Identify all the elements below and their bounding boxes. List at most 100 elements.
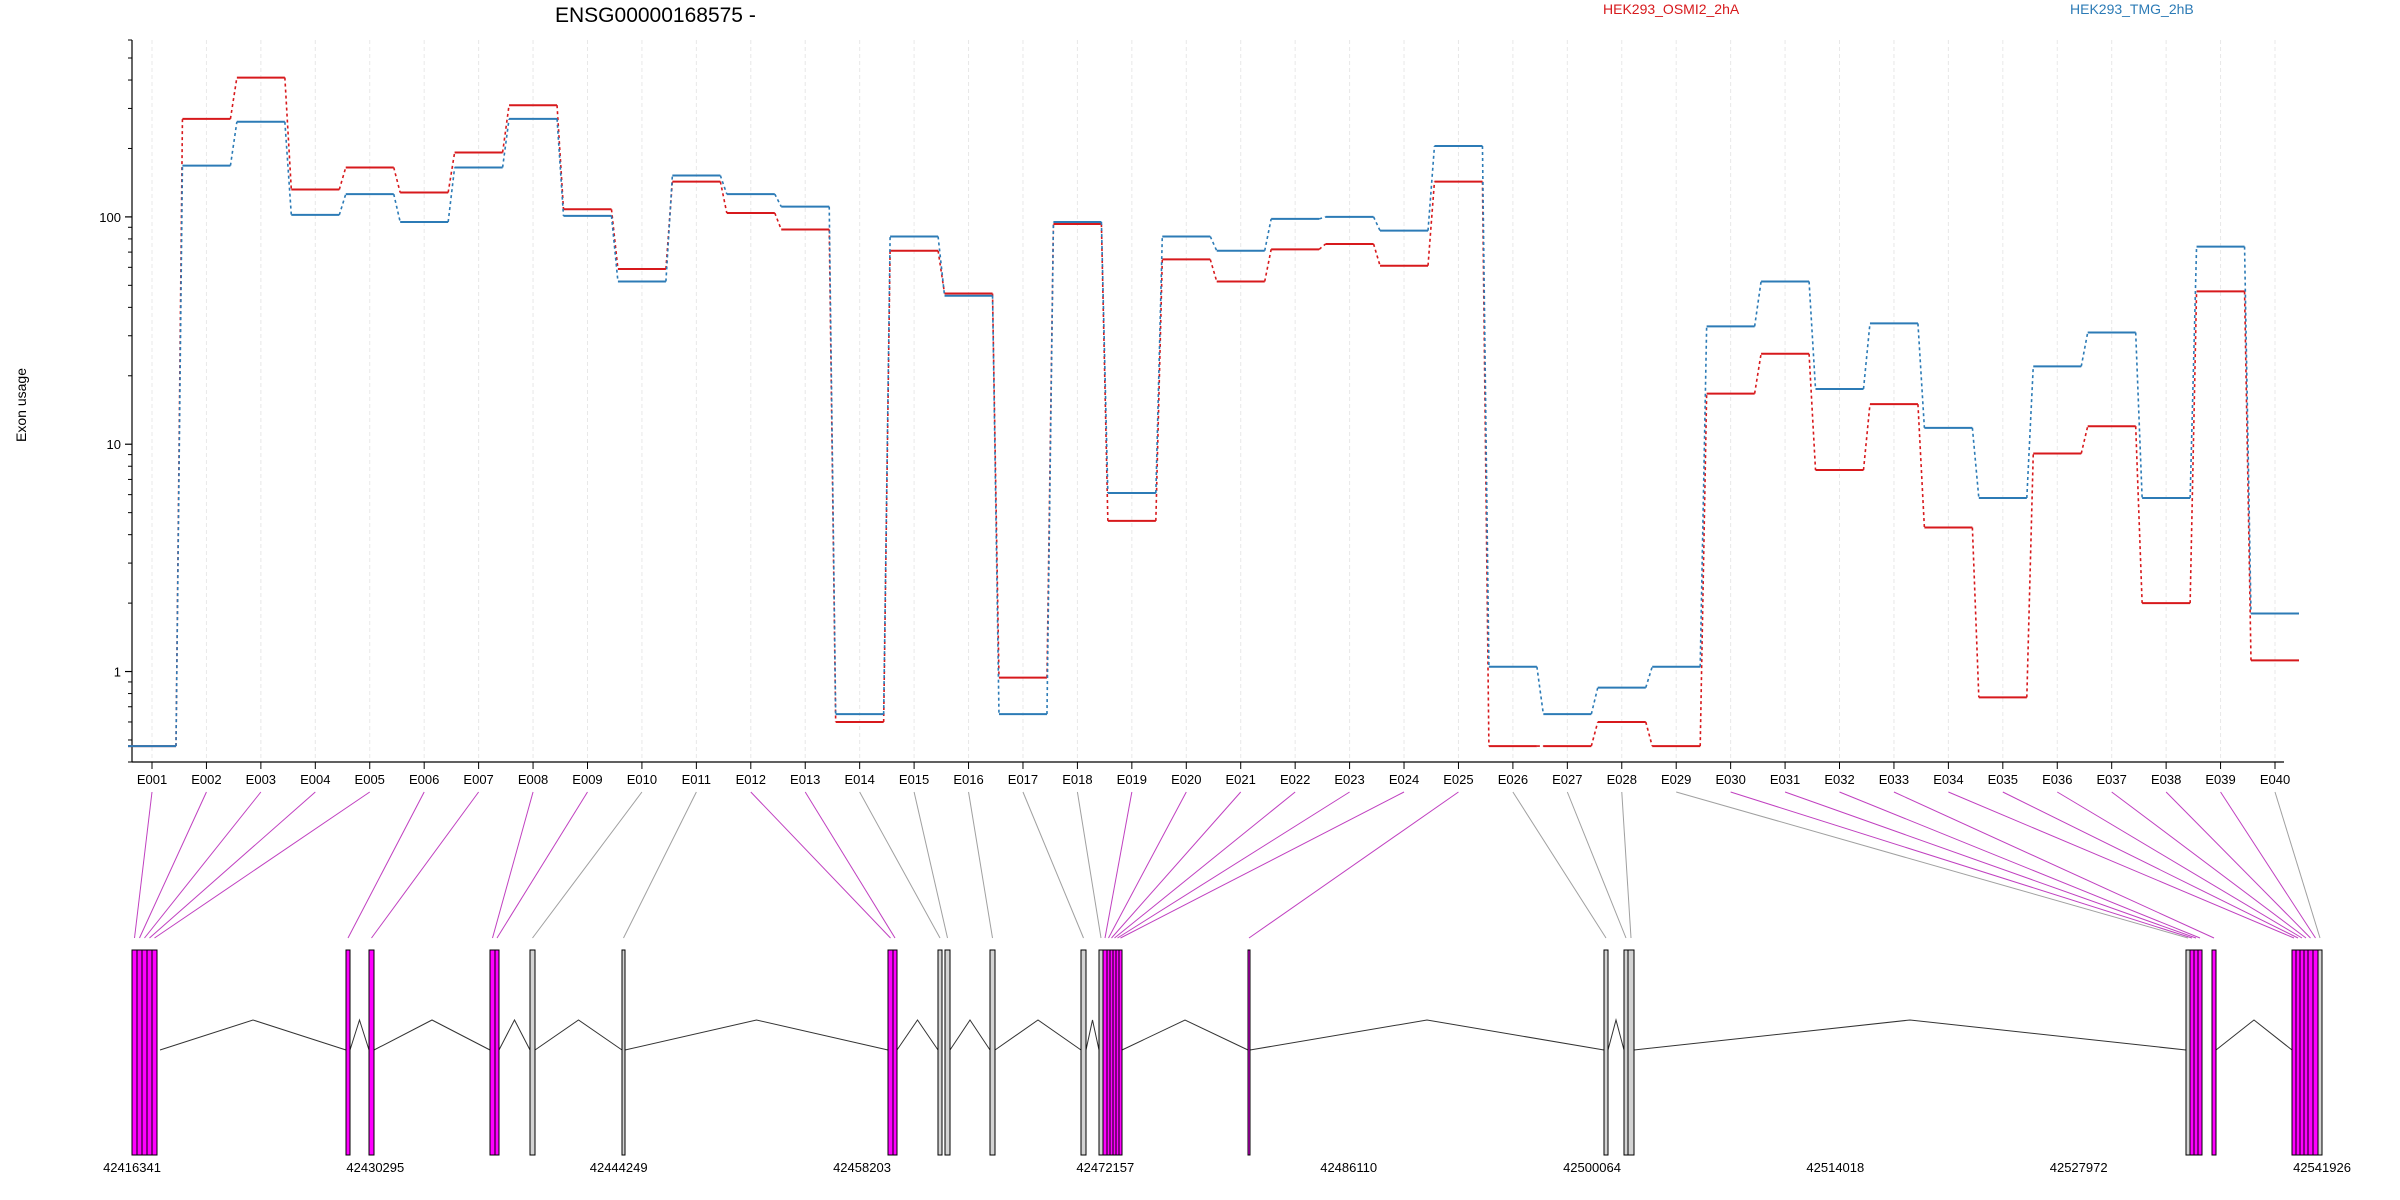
- series-transition-b: [1318, 216, 1326, 220]
- series-transition-b: [501, 118, 510, 168]
- series-transition-a: [610, 209, 619, 270]
- legend-entry-series-b: HEK293_TMG_2hB: [2070, 1, 2194, 17]
- exon-connector: [492, 791, 534, 939]
- series-transition-b: [665, 175, 674, 282]
- exon-block: [1623, 949, 1629, 1156]
- series-transition-a: [229, 77, 238, 119]
- exon-block: [887, 949, 894, 1156]
- series-transition-b: [1590, 687, 1599, 715]
- exon-block: [1627, 949, 1635, 1156]
- genomic-coordinate: 42486110: [1320, 1160, 1377, 1175]
- series-transition-b: [1481, 146, 1490, 667]
- series-transition-a: [1808, 353, 1817, 471]
- exon-block: [151, 949, 158, 1156]
- intron-line: [994, 1019, 1082, 1051]
- exon-connector: [347, 791, 425, 939]
- exon-connector: [2274, 791, 2321, 939]
- y-tick-label: 10: [107, 437, 121, 452]
- exon-label: E033: [1879, 772, 1909, 787]
- series-transition-a: [1699, 393, 1708, 747]
- series-transition-b: [338, 193, 347, 216]
- exon-connector: [371, 791, 480, 939]
- genomic-coordinate: 42416341: [103, 1160, 161, 1175]
- exon-label: E032: [1824, 772, 1854, 787]
- exon-label: E030: [1715, 772, 1745, 787]
- exon-labels: E001 E002 E003 E004 E005 E006 E007 E008 E009 E010…: [137, 762, 2290, 787]
- exon-connector: [1676, 791, 2189, 939]
- exon-connector: [750, 791, 891, 939]
- exon-connector: [1111, 791, 1242, 939]
- genomic-coordinate: 42444249: [590, 1160, 648, 1175]
- exon-connector: [1784, 791, 2197, 939]
- genomic-coordinate: 42430295: [346, 1160, 404, 1175]
- exon-connector: [134, 791, 153, 939]
- exon-label: E005: [355, 772, 385, 787]
- series-transition-a: [1263, 249, 1272, 282]
- chart-title: ENSG00000168575 -: [555, 4, 756, 27]
- series-transition-b: [1372, 216, 1381, 231]
- exon-connector: [1948, 791, 2295, 939]
- series-transition-b: [2134, 332, 2143, 499]
- exon-label: E026: [1498, 772, 1528, 787]
- series-transition-b: [1971, 427, 1980, 499]
- exon-connector: [1108, 791, 1187, 939]
- exon-label: E023: [1334, 772, 1364, 787]
- exon-label: E027: [1552, 772, 1582, 787]
- intron-line: [949, 1019, 991, 1051]
- axes: 1 10 100: [99, 39, 2284, 763]
- exon-connector: [859, 791, 941, 939]
- exon-connector: [1104, 791, 1133, 939]
- exon-label: E014: [844, 772, 874, 787]
- exon-block: [944, 949, 951, 1156]
- exon-connector: [1512, 791, 1607, 939]
- exon-label: E018: [1062, 772, 1092, 787]
- series-transition-b: [175, 165, 184, 747]
- y-axis-label: Exon usage: [13, 368, 29, 442]
- series-transition-b: [719, 175, 728, 195]
- exon-label: E013: [790, 772, 820, 787]
- series-transition-a: [1155, 259, 1164, 521]
- series-transition-b: [1645, 666, 1653, 688]
- series-transition-b: [2026, 366, 2035, 499]
- exon-block: [529, 949, 536, 1156]
- series-transition-b: [937, 236, 946, 296]
- series-transition-a: [1644, 721, 1653, 747]
- intron-line: [1633, 1019, 2187, 1051]
- exon-block: [937, 949, 943, 1156]
- intron-line: [373, 1019, 491, 1051]
- genomic-coordinate: 42472157: [1076, 1160, 1134, 1175]
- exon-label: E025: [1443, 772, 1473, 787]
- exon-block: [2317, 949, 2323, 1156]
- series-transition-b: [991, 295, 1000, 715]
- exon-connector: [623, 791, 697, 939]
- exon-label: E001: [137, 772, 167, 787]
- exon-connector: [1022, 791, 1084, 939]
- intron-line: [1607, 1018, 1625, 1051]
- exon-block: [2189, 949, 2195, 1156]
- series-transition-a: [719, 181, 728, 214]
- y-tick-label: 100: [99, 210, 121, 225]
- series-transition-b: [882, 236, 891, 715]
- exon-block: [989, 949, 996, 1156]
- exon-block: [2291, 949, 2297, 1156]
- series-transition-b: [1699, 326, 1708, 667]
- exon-block: [2303, 949, 2309, 1156]
- exon-connector: [496, 791, 588, 939]
- exon-block: [136, 949, 143, 1156]
- genomic-coordinate: 42527972: [2050, 1160, 2108, 1175]
- series-transition-a: [2189, 291, 2198, 604]
- exon-label: E036: [2042, 772, 2072, 787]
- exon-block: [2197, 949, 2203, 1156]
- exon-connector: [1117, 791, 1350, 939]
- series-transition-a: [501, 105, 510, 153]
- series-transition-b: [1427, 145, 1436, 231]
- series-transition-a: [338, 167, 347, 190]
- exon-label: E004: [300, 772, 330, 787]
- series-transition-a: [991, 293, 1000, 678]
- series-transition-b: [1753, 281, 1762, 327]
- intron-line: [534, 1019, 623, 1051]
- exon-connector: [2220, 791, 2316, 939]
- exon-connector: [532, 791, 643, 939]
- exon-block: [2299, 949, 2305, 1156]
